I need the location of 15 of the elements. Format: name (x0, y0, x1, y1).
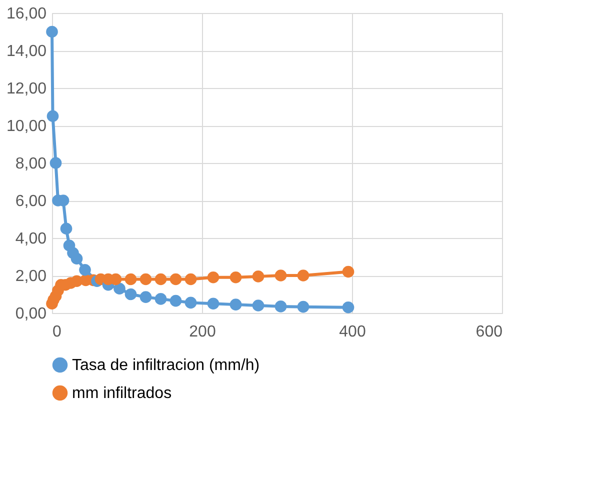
y-tick-label: 14,00 (6, 43, 47, 60)
x-tick-label: 0 (52, 324, 62, 340)
y-tick-label: 16,00 (6, 6, 47, 22)
x-tick-label: 600 (476, 324, 503, 340)
y-tick-label: 2,00 (15, 268, 47, 285)
legend-label: mm infiltrados (72, 385, 172, 402)
x-tick-label: 400 (339, 324, 366, 340)
y-tick-label: 4,00 (15, 230, 47, 248)
legend-label: Tasa de infiltracion (mm/h) (72, 357, 260, 374)
y-tick-label: 8,00 (15, 156, 47, 172)
y-tick-label: 10,00 (6, 118, 47, 135)
x-tick-label: 200 (189, 324, 216, 340)
y-tick-label: 6,00 (15, 193, 47, 210)
y-tick-label: 12,00 (6, 80, 47, 98)
y-tick-label: 0,00 (15, 306, 47, 322)
